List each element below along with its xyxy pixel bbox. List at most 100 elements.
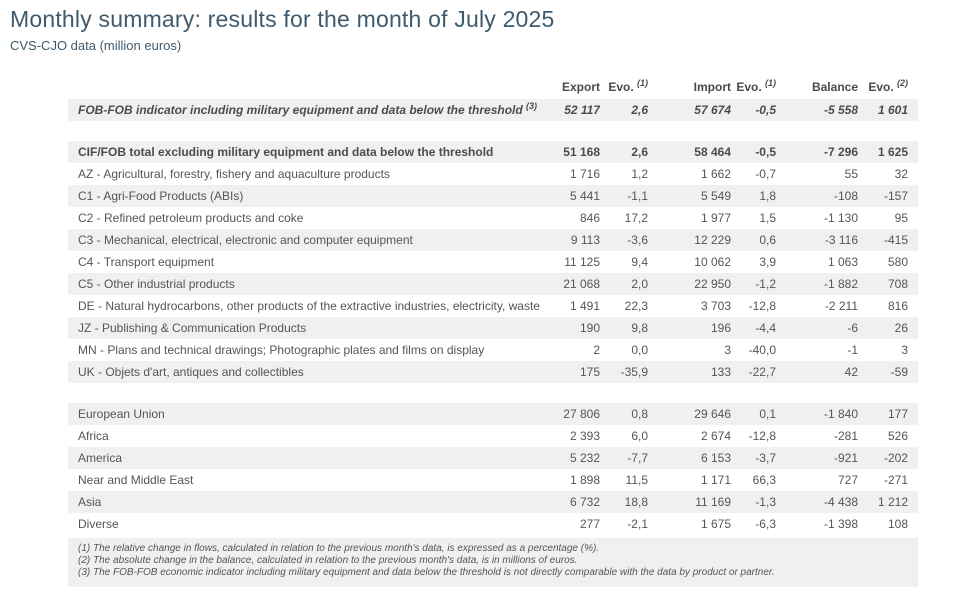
cell-value: 11 169 [648, 491, 731, 513]
cell-value: -0,5 [731, 99, 776, 121]
cell-value: 1 898 [569, 473, 600, 487]
row-label: Diverse [78, 517, 119, 531]
cell-value: 52 117 [548, 99, 600, 121]
table-row: C3 - Mechanical, electrical, electronic … [68, 229, 918, 251]
cell-value: -108 [776, 185, 858, 207]
col-header-balance-text: Balance [811, 80, 858, 94]
cell-value: 3,9 [759, 255, 776, 269]
cell-value: 1 601 [858, 99, 918, 121]
col-header-import: Import [648, 79, 731, 99]
cell-value: 175 [548, 361, 600, 383]
cell-value: -1,1 [600, 185, 648, 207]
row-label: C3 - Mechanical, electrical, electronic … [68, 229, 548, 251]
cell-value: 29 646 [648, 403, 731, 425]
col-header-evo-export-sup: (1) [637, 79, 648, 88]
cell-value: 1 675 [700, 517, 731, 531]
cell-value: 11 125 [564, 255, 600, 269]
row-label: FOB-FOB indicator including military equ… [68, 99, 548, 121]
cell-value: 10 062 [694, 255, 731, 269]
table-row: DE - Natural hydrocarbons, other product… [68, 295, 918, 317]
cell-value: -1 840 [776, 403, 858, 425]
cell-value: 133 [648, 361, 731, 383]
row-label: C4 - Transport equipment [78, 255, 215, 269]
cell-value: 9 113 [548, 229, 600, 251]
row-label: Africa [78, 429, 109, 443]
cell-value: 57 674 [648, 99, 731, 121]
col-header-evo-import: Evo. (1) [731, 79, 776, 99]
col-header-balance: Balance [776, 79, 858, 99]
cell-value: 1 662 [700, 167, 731, 181]
cell-value: 6 153 [648, 447, 731, 469]
spacer-cell [68, 121, 918, 141]
table-header: Export Evo. (1) Import Evo. (1) Balance … [68, 79, 918, 99]
cell-value: 108 [887, 517, 908, 531]
row-label: America [68, 447, 548, 469]
row-label: European Union [68, 403, 548, 425]
footnote-2: (2) The absolute change in the balance, … [78, 555, 578, 566]
row-label: UK - Objets d'art, antiques and collecti… [68, 361, 548, 383]
col-header-export: Export [548, 79, 600, 99]
cell-value: -1 [847, 343, 858, 357]
cell-value: 1 716 [569, 167, 600, 181]
cell-value: -0,7 [755, 167, 776, 181]
cell-value: -271 [883, 473, 908, 487]
col-header-label [68, 79, 548, 99]
cell-value: 9,4 [631, 255, 648, 269]
col-header-evo-balance-sup: (2) [897, 79, 908, 88]
cell-value: -3 116 [776, 229, 858, 251]
table-row: C2 - Refined petroleum products and coke… [68, 207, 918, 229]
row-label-sup: (3) [526, 101, 538, 111]
cell-value: 27 806 [548, 403, 600, 425]
cell-value: 12 229 [648, 229, 731, 251]
table-row: European Union 27 806 0,8 29 646 0,1 -1 840 17… [68, 403, 918, 425]
cell-value: 0,1 [731, 403, 776, 425]
table-row: UK - Objets d'art, antiques and collecti… [68, 361, 918, 383]
table-row: C1 - Agri-Food Products (ABIs) 5 441 -1,1 5… [68, 185, 918, 207]
cell-value: -281 [833, 429, 858, 443]
cell-value: 6,0 [631, 429, 648, 443]
cell-value: 1 977 [700, 211, 731, 225]
table-row: JZ - Publishing & Communication Products… [68, 317, 918, 339]
row-label: JZ - Publishing & Communication Products [68, 317, 548, 339]
cell-value: 526 [887, 429, 908, 443]
table-body: FOB-FOB indicator including military equ… [68, 99, 918, 535]
table-row: CIF/FOB total excluding military equipme… [68, 141, 918, 163]
row-label: Asia [68, 491, 548, 513]
page-title: Monthly summary: results for the month o… [10, 6, 555, 32]
row-label: CIF/FOB total excluding military equipme… [68, 141, 548, 163]
cell-value: -7 296 [776, 141, 858, 163]
cell-value: -1 882 [776, 273, 858, 295]
cell-value: 17,2 [624, 211, 648, 225]
col-header-evo-export-text: Evo. [608, 80, 634, 94]
section-spacer [68, 121, 918, 141]
cell-value: 0,0 [631, 343, 648, 357]
cell-value: 22,3 [624, 299, 648, 313]
cell-value: 55 [844, 167, 858, 181]
cell-value: 32 [894, 167, 908, 181]
cell-value: 11,5 [625, 473, 648, 487]
cell-value: 708 [858, 273, 918, 295]
col-header-evo-export: Evo. (1) [600, 79, 648, 99]
cell-value: -202 [858, 447, 918, 469]
cell-value: -2,1 [627, 517, 648, 531]
cell-value: -1,2 [731, 273, 776, 295]
cell-value: 1 063 [827, 255, 858, 269]
cell-value: -1 130 [823, 211, 858, 225]
table-row: Diverse 277 -2,1 1 675 -6,3 -1 398 108 [68, 513, 918, 535]
row-label: C2 - Refined petroleum products and coke [78, 211, 304, 225]
table-row: AZ - Agricultural, forestry, fishery and… [68, 163, 918, 185]
col-header-export-text: Export [561, 80, 600, 94]
cell-value: 1 625 [858, 141, 918, 163]
cell-value: 2 393 [569, 429, 600, 443]
cell-value: 21 068 [548, 273, 600, 295]
cell-value: 22 950 [648, 273, 731, 295]
cell-value: 1,8 [731, 185, 776, 207]
cell-value: 5 441 [548, 185, 600, 207]
cell-value: 3 [724, 343, 731, 357]
cell-value: -59 [858, 361, 918, 383]
col-header-evo-balance-text: Evo. [868, 80, 894, 94]
spacer-cell [68, 383, 918, 403]
cell-value: -157 [858, 185, 918, 207]
cell-value: 9,8 [600, 317, 648, 339]
row-label: C5 - Other industrial products [68, 273, 548, 295]
